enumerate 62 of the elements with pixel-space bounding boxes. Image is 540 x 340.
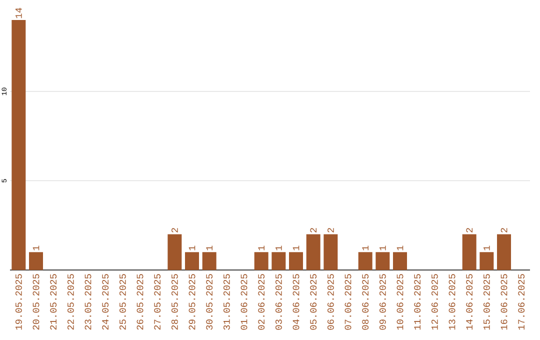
data-label: 1 [188, 246, 196, 250]
bar [306, 234, 320, 270]
bar [497, 234, 512, 270]
bar [254, 252, 268, 270]
x-tick-label: 25.05.2025 [119, 274, 126, 330]
data-label: 14 [16, 8, 22, 18]
bar [462, 234, 476, 270]
bar [272, 252, 286, 270]
x-tick-label: 24.05.2025 [102, 274, 109, 330]
bar [289, 252, 303, 270]
data-label: 2 [466, 228, 472, 232]
data-label: 2 [310, 228, 316, 232]
x-tick-label: 10.06.2025 [396, 274, 404, 330]
bar [185, 252, 199, 270]
data-label: 1 [396, 246, 404, 250]
x-tick-label: 03.06.2025 [275, 274, 282, 330]
data-label: 1 [258, 246, 264, 250]
data-label: 2 [328, 228, 334, 232]
data-label: 1 [206, 246, 212, 250]
x-tick-label: 20.05.2025 [32, 274, 40, 330]
x-tick-label: 28.05.2025 [171, 274, 178, 330]
bar [29, 252, 43, 270]
x-tick-label: 29.05.2025 [188, 274, 196, 330]
bar [393, 252, 407, 270]
data-label: 2 [500, 228, 508, 232]
x-tick-label: 16.06.2025 [500, 274, 508, 330]
bar [168, 234, 182, 270]
x-tick-label: 31.05.2025 [223, 274, 230, 330]
data-label: 1 [276, 246, 282, 250]
x-tick-label: 09.06.2025 [379, 274, 386, 330]
x-tick-label: 21.05.2025 [50, 274, 57, 330]
x-tick-label: 30.05.2025 [206, 274, 213, 330]
bar [12, 20, 26, 270]
x-tick-label: 07.06.2025 [344, 274, 352, 330]
data-label: 1 [362, 246, 368, 250]
x-tick-label: 01.06.2025 [240, 274, 248, 330]
x-tick-label: 11.06.2025 [414, 274, 421, 330]
x-tick-label: 23.05.2025 [84, 274, 92, 330]
x-tick-label: 14.06.2025 [466, 274, 473, 330]
x-tick-label: 22.05.2025 [67, 274, 74, 330]
x-tick-label: 27.05.2025 [154, 274, 161, 330]
x-tick-label: 15.06.2025 [483, 274, 490, 330]
x-tick-label: 13.06.2025 [448, 274, 456, 330]
x-tick-label: 05.06.2025 [310, 274, 317, 330]
data-label: 1 [380, 246, 386, 250]
x-tick-label: 19.05.2025 [15, 274, 22, 330]
x-tick-label: 02.06.2025 [258, 274, 265, 330]
x-tick-label: 12.06.2025 [431, 274, 438, 330]
x-tick-label: 04.06.2025 [292, 274, 300, 330]
bar [202, 252, 216, 270]
bar [376, 252, 390, 270]
bar [324, 234, 338, 270]
data-label: 1 [484, 246, 490, 250]
x-tick-label: 08.06.2025 [362, 274, 369, 330]
data-label: 2 [172, 228, 178, 232]
x-tick-label: 06.06.2025 [327, 274, 334, 330]
x-tick-label: 17.06.2025 [518, 274, 525, 330]
data-label: 1 [32, 246, 40, 250]
x-tick-label: 26.05.2025 [136, 274, 144, 330]
data-label: 1 [292, 246, 300, 250]
bar [358, 252, 372, 270]
bar [480, 252, 494, 270]
